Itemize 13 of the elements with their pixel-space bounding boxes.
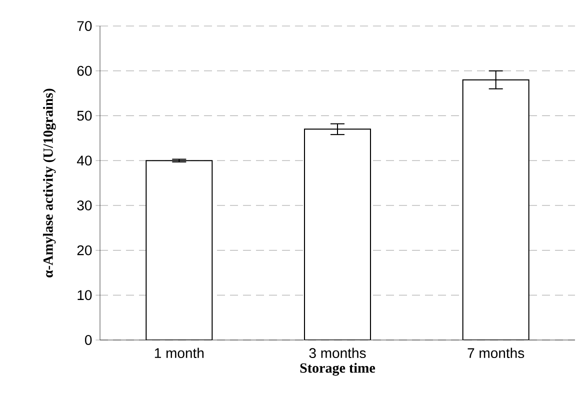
y-tick-label: 30: [77, 200, 92, 210]
y-tick-label: 10: [78, 290, 92, 300]
y-tick-label: 50: [77, 110, 92, 121]
y-axis-title: α-Amylase activity (U/10grains): [43, 88, 56, 278]
y-tick-label: 60: [77, 66, 92, 76]
x-tick-label: 3 months: [309, 348, 366, 358]
y-tick-label: 0: [84, 335, 92, 345]
x-axis-title: Storage time: [300, 362, 376, 376]
x-tick-label: 7 months: [468, 348, 524, 358]
y-tick-label: 20: [77, 245, 92, 256]
x-tick-label: 1 month: [154, 348, 204, 358]
y-tick-label: 40: [76, 156, 92, 166]
y-tick-label: 70: [77, 21, 92, 31]
